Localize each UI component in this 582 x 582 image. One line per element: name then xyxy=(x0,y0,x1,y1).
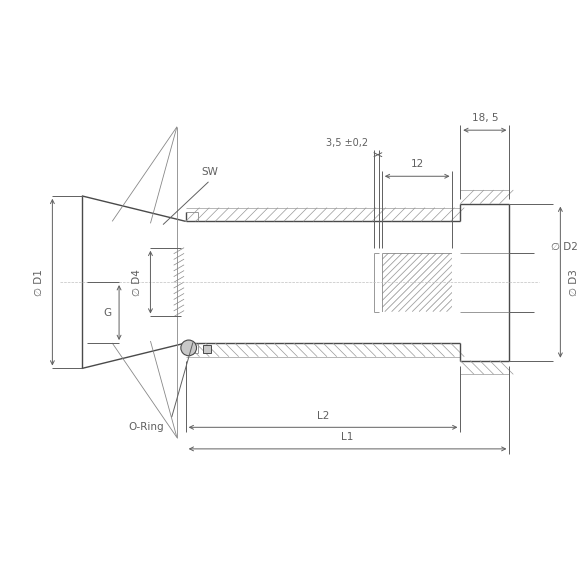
Text: 12: 12 xyxy=(410,159,424,169)
Text: G: G xyxy=(103,307,111,318)
Text: ∅ D2: ∅ D2 xyxy=(551,242,577,252)
Text: 3,5 ±0,2: 3,5 ±0,2 xyxy=(325,138,368,148)
Bar xyxy=(203,345,211,353)
Text: SW: SW xyxy=(202,168,219,178)
Circle shape xyxy=(181,340,197,356)
Text: L1: L1 xyxy=(342,432,354,442)
Text: O-Ring: O-Ring xyxy=(129,423,164,432)
Text: ∅ D3: ∅ D3 xyxy=(569,269,579,296)
Text: 18, 5: 18, 5 xyxy=(471,113,498,123)
Text: L2: L2 xyxy=(317,410,329,421)
Text: ∅ D1: ∅ D1 xyxy=(34,269,44,296)
Text: ∅ D4: ∅ D4 xyxy=(132,269,142,296)
